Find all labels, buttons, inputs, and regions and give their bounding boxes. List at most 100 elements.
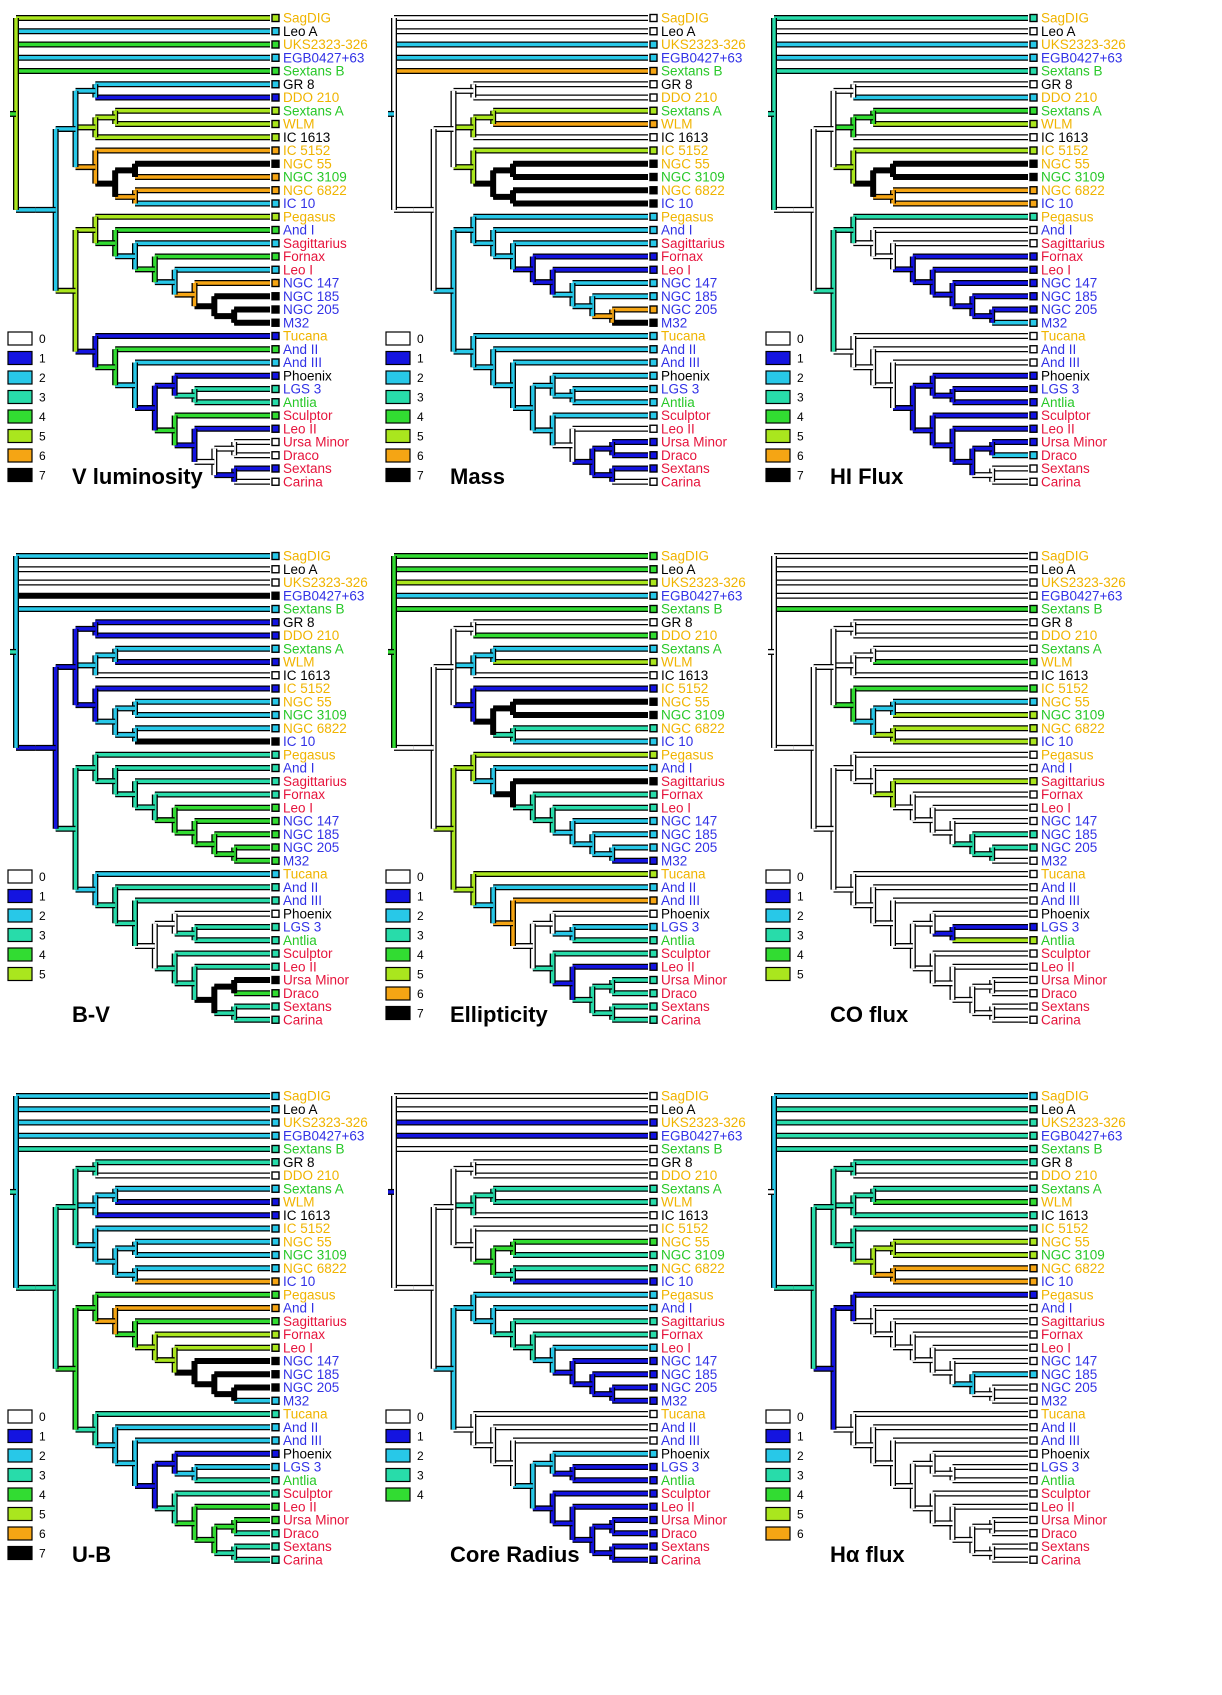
state-marker	[1029, 883, 1038, 892]
legend-swatch	[765, 389, 791, 405]
taxon-label: NGC 147	[283, 814, 339, 829]
state-marker	[649, 1317, 658, 1326]
state-marker	[1029, 119, 1038, 129]
state-marker	[1029, 1502, 1038, 1511]
state-marker	[271, 53, 280, 62]
taxon-label: NGC 3109	[661, 1248, 725, 1263]
taxon-label: And II	[283, 880, 318, 895]
state-marker	[271, 578, 280, 587]
taxon-label: Carina	[283, 1552, 323, 1567]
state-marker	[649, 1555, 658, 1564]
state-marker	[271, 80, 280, 89]
state-marker	[1029, 1290, 1038, 1299]
state-marker	[271, 13, 280, 23]
state-marker	[1029, 724, 1038, 733]
taxon-label: Draco	[661, 1526, 697, 1541]
taxon-label: NGC 205	[661, 1380, 717, 1395]
taxon-label: NGC 205	[283, 1380, 339, 1395]
taxon-label: NGC 6822	[1041, 1261, 1105, 1276]
legend-label: 1	[797, 352, 804, 366]
legend-swatch	[765, 888, 791, 904]
legend-label: 6	[417, 987, 424, 1001]
taxon-label: NGC 6822	[661, 1261, 725, 1276]
state-marker	[649, 424, 658, 433]
state-marker	[271, 830, 280, 839]
panel-title: CO flux	[830, 1002, 909, 1027]
taxon-label: Phoenix	[661, 368, 710, 383]
taxon-label: Leo II	[283, 1499, 317, 1514]
taxon-label: IC 1613	[283, 1208, 330, 1223]
state-marker	[1029, 618, 1038, 627]
legend-label: 2	[39, 371, 46, 385]
taxon-label: Leo II	[661, 421, 695, 436]
taxon-label: LGS 3	[661, 1460, 699, 1475]
taxon-label: Pegasus	[1041, 747, 1094, 762]
taxon-label: NGC 3109	[1041, 708, 1105, 723]
taxon-label: Leo I	[1041, 800, 1071, 815]
taxon-label: LGS 3	[661, 920, 699, 935]
state-marker	[271, 1303, 280, 1313]
state-marker	[271, 159, 280, 168]
taxon-label: And I	[1041, 1301, 1073, 1316]
taxon-label: Ursa Minor	[1041, 973, 1108, 988]
taxon-label: NGC 3109	[283, 1248, 347, 1263]
state-marker	[271, 1002, 280, 1011]
taxon-label: Sagittarius	[1041, 1314, 1105, 1329]
legend-label: 3	[417, 929, 424, 943]
legend-swatch	[385, 869, 411, 884]
state-marker	[649, 186, 658, 195]
taxon-label: Sextans B	[661, 64, 723, 79]
state-marker	[649, 212, 658, 221]
legend-label: 1	[417, 890, 424, 904]
legend-label: 0	[39, 1410, 46, 1424]
legend-label: 1	[797, 1430, 804, 1444]
state-marker	[271, 318, 280, 327]
taxon-label: Pegasus	[283, 1287, 336, 1302]
taxon-label: DDO 210	[1041, 628, 1097, 643]
state-marker	[649, 1515, 658, 1525]
taxon-label: EGB0427+63	[283, 50, 364, 65]
taxon-label: Phoenix	[1041, 368, 1090, 383]
legend-swatch	[385, 428, 411, 444]
taxon-label: M32	[1041, 315, 1067, 330]
taxon-label: GR 8	[661, 1155, 693, 1170]
state-marker	[649, 1330, 658, 1339]
taxon-label: Fornax	[283, 249, 325, 264]
state-marker	[649, 159, 658, 168]
legend-swatch	[385, 389, 411, 405]
state-marker	[649, 1383, 658, 1392]
state-marker	[271, 398, 280, 407]
state-marker	[271, 225, 280, 235]
state-marker	[1029, 80, 1038, 89]
legend-swatch	[385, 331, 411, 346]
legend-label: 3	[797, 929, 804, 943]
state-marker	[649, 1224, 658, 1233]
taxon-label: Carina	[661, 474, 701, 489]
taxon-label: LGS 3	[1041, 1460, 1079, 1475]
legend-swatch	[765, 1526, 791, 1541]
state-marker	[1029, 411, 1038, 420]
state-marker	[1029, 737, 1038, 746]
legend-swatch	[385, 1005, 411, 1021]
state-marker	[271, 671, 280, 680]
state-marker	[649, 1449, 658, 1458]
state-marker	[271, 565, 280, 574]
state-marker	[649, 13, 658, 23]
state-marker	[1029, 975, 1038, 985]
state-marker	[1029, 1224, 1038, 1233]
state-marker	[1029, 133, 1038, 142]
taxon-label: WLM	[283, 117, 315, 132]
taxon-label: Fornax	[1041, 787, 1083, 802]
taxon-label: IC 10	[661, 196, 693, 211]
taxon-label: Sculptor	[1041, 408, 1091, 423]
state-marker	[649, 106, 658, 115]
taxon-label: And II	[283, 342, 318, 357]
state-marker	[1029, 464, 1038, 473]
legend-label: 0	[39, 332, 46, 346]
state-marker	[271, 384, 280, 394]
taxon-label: Sextans	[283, 1539, 332, 1554]
state-marker	[649, 1290, 658, 1299]
taxon-label: M32	[283, 315, 309, 330]
legend-label: 1	[39, 352, 46, 366]
taxon-label: Leo A	[661, 562, 696, 577]
